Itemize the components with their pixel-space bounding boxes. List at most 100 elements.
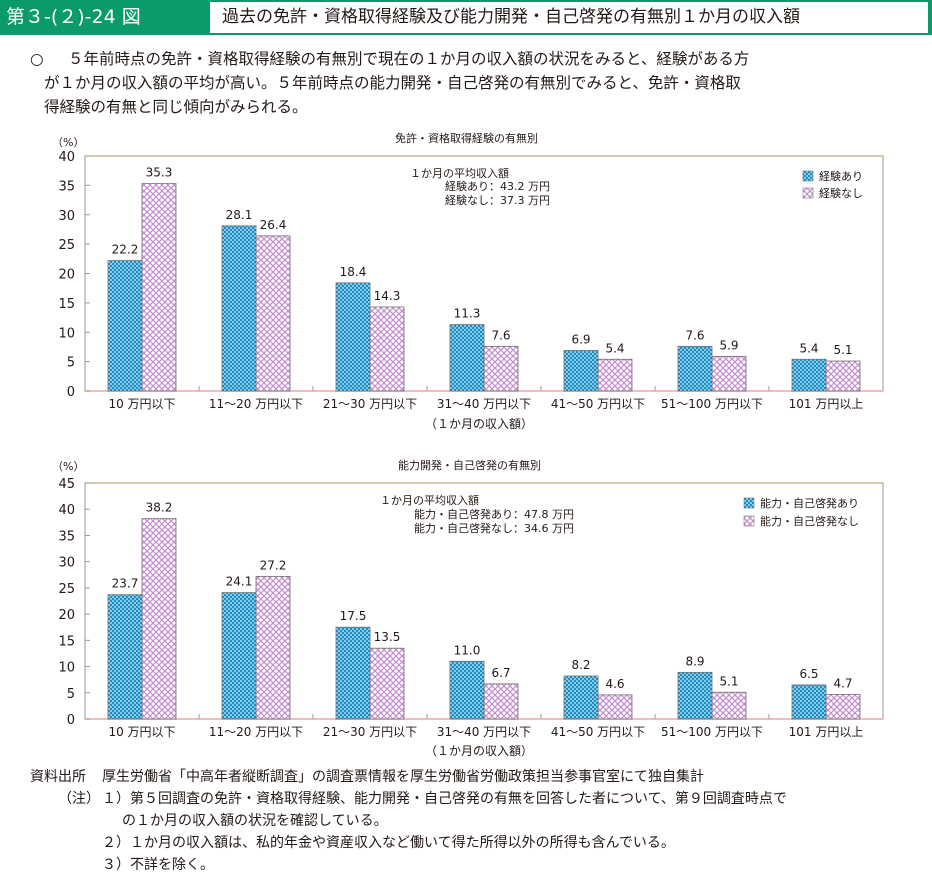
data-label: 5.1 [833, 343, 852, 357]
chart-license-experience: （%） 免許・資格取得経験の有無別 0 5 10 15 20 25 30 35 40 22.2 3… [52, 131, 884, 431]
y-tick-label: 5 [67, 356, 75, 371]
legend-label: 能力・自己啓発なし [760, 514, 859, 528]
bar-yes [677, 671, 713, 720]
figure-title: 過去の免許・資格取得経験及び能力開発・自己啓発の有無別１か月の収入額 [222, 7, 800, 27]
x-tick-label: 41～50 万円以下 [551, 397, 645, 411]
legend-swatch-development-yes [743, 497, 755, 509]
bar-no [597, 694, 633, 720]
x-tick-label: 41～50 万円以下 [551, 725, 645, 739]
data-label: 4.7 [833, 676, 852, 690]
x-tick-label: 51～100 万円以下 [661, 725, 763, 739]
y-tick-label: 40 [58, 503, 75, 518]
data-label: 35.3 [146, 166, 173, 180]
data-label: 5.4 [799, 341, 818, 355]
y-unit-label: （%） [52, 460, 84, 473]
data-label: 18.4 [340, 265, 367, 279]
data-label: 6.7 [491, 666, 510, 680]
y-tick-label: 10 [58, 661, 75, 676]
summary-line: ５年前時点の免許・資格取得経験の有無別で現在の１か月の収入額の状況をみると、経験… [68, 50, 750, 68]
x-tick-label: 51～100 万円以下 [661, 397, 763, 411]
bar-no [369, 647, 405, 720]
y-tick-label: 5 [67, 687, 75, 702]
x-tick-label: 21～30 万円以下 [323, 725, 417, 739]
note-item: １）第５回調査の免許・資格取得経験、能力開発・自己啓発の有無を回答した者について… [102, 791, 787, 807]
x-tick-label: 31～40 万円以下 [437, 397, 531, 411]
annotation-heading: １か月の平均収入額 [410, 167, 509, 180]
bar-no [255, 575, 291, 720]
legend-swatch-experience-no [802, 187, 814, 199]
legend-swatch-experience-yes [802, 170, 814, 182]
bar-yes [107, 594, 143, 720]
data-label: 5.4 [605, 341, 624, 355]
bars: 22.2 35.3 28.1 26.4 18.4 14.3 11.3 7.6 6.9 5.4 7.6… [107, 166, 861, 392]
x-tick-label: 11～20 万円以下 [209, 725, 303, 739]
bar-no [825, 693, 861, 720]
x-tick-label: 101 万円以上 [789, 725, 864, 739]
x-axis-title: （１か月の収入額） [425, 417, 533, 431]
summary-line: 得経験の有無と同じ傾向がみられる。 [44, 98, 308, 116]
bar-yes [449, 660, 485, 720]
x-tick-label: 10 万円以下 [108, 725, 175, 739]
y-ticks: 0 5 10 15 20 25 30 35 40 [58, 150, 884, 400]
y-tick-label: 30 [58, 556, 75, 571]
bar-yes [563, 350, 599, 392]
legend-label: 経験なし [819, 186, 863, 200]
chart-title: 能力開発・自己啓発の有無別 [398, 458, 541, 472]
source-label: 資料出所 [30, 769, 86, 785]
data-label: 17.5 [340, 609, 367, 623]
bar-no [711, 691, 747, 720]
bullet-icon: ○ [30, 50, 44, 68]
y-unit-label: （%） [52, 136, 84, 149]
bar-no [141, 183, 177, 392]
note-item: ２）１か月の収入額は、私的年金や資産収入など働いて得た所得以外の所得も含んでいる… [102, 835, 675, 851]
figure-header: 第３-(２)-24 図 過去の免許・資格取得経験及び能力開発・自己啓発の有無別１… [0, 0, 932, 35]
y-tick-label: 10 [58, 326, 75, 341]
bar-yes [677, 345, 713, 392]
bar-no [369, 306, 405, 392]
annotation-heading: １か月の平均収入額 [380, 494, 479, 507]
note-item: ３）不詳を除く。 [102, 857, 214, 873]
bar-yes [791, 358, 827, 392]
bar-yes [335, 282, 371, 392]
note-item: の１か月の収入額の状況を確認している。 [122, 813, 388, 829]
data-label: 11.3 [454, 307, 481, 321]
y-tick-label: 15 [58, 297, 75, 312]
y-tick-label: 45 [58, 477, 75, 492]
annotation-line: 経験あり：43.2 万円 [445, 179, 550, 193]
y-tick-label: 35 [58, 529, 75, 544]
data-label: 14.3 [374, 289, 401, 303]
data-label: 6.5 [799, 667, 818, 681]
y-tick-label: 25 [58, 582, 75, 597]
data-label: 5.9 [719, 338, 738, 352]
annotation-line: 能力・自己啓発あり：47.8 万円 [414, 507, 574, 521]
bar-yes [449, 324, 485, 392]
bar-yes [221, 225, 257, 392]
annotation-line: 能力・自己啓発なし：34.6 万円 [414, 521, 574, 535]
x-tick-label: 31～40 万円以下 [437, 725, 531, 739]
data-label: 23.7 [112, 577, 139, 591]
legend-label: 能力・自己啓発あり [760, 496, 859, 510]
data-label: 7.6 [685, 328, 704, 342]
bar-no [711, 355, 747, 392]
y-tick-label: 0 [67, 385, 75, 400]
y-tick-label: 20 [58, 608, 75, 623]
x-tick-label: 21～30 万円以下 [323, 397, 417, 411]
data-label: 8.2 [571, 658, 590, 672]
bars: 23.7 38.2 24.1 27.2 17.5 13.5 11.0 6.7 8.2 4.6 8.9… [107, 501, 861, 720]
y-tick-label: 20 [58, 268, 75, 283]
data-label: 26.4 [260, 218, 287, 232]
data-label: 38.2 [146, 501, 173, 515]
source-text: 厚生労働省「中高年者縦断調査」の調査票情報を厚生労働省労働政策担当参事官室にて独… [102, 769, 704, 785]
data-label: 6.9 [571, 332, 590, 346]
figure-title-box: 過去の免許・資格取得経験及び能力開発・自己啓発の有無別１か月の収入額 [210, 2, 928, 33]
bar-yes [107, 260, 143, 392]
x-axis-title: （１か月の収入額） [425, 744, 533, 758]
x-tick-label: 11～20 万円以下 [209, 397, 303, 411]
data-label: 8.9 [685, 654, 704, 668]
bar-yes [221, 592, 257, 720]
bar-yes [335, 626, 371, 720]
annotation-line: 経験なし：37.3 万円 [445, 193, 550, 207]
summary-line: が１か月の収入額の平均が高い。５年前時点の能力開発・自己啓発の有無別でみると、免… [44, 74, 741, 92]
x-tick-labels: 10 万円以下 11～20 万円以下 21～30 万円以下 31～40 万円以下 41～… [108, 397, 863, 411]
legend-label: 経験あり [819, 169, 863, 183]
